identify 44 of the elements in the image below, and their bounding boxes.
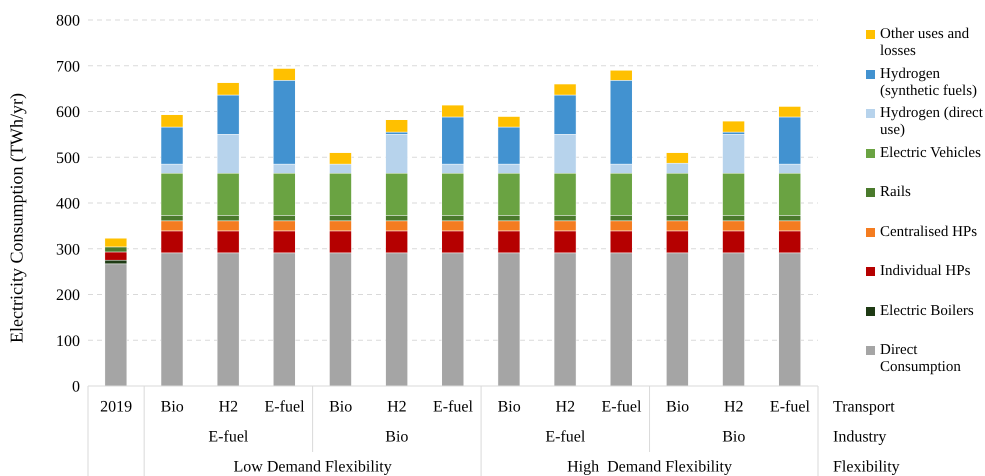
x-tick-label: Bio [160, 398, 184, 416]
bar [385, 119, 408, 132]
text: Flexibility [833, 458, 900, 476]
legend-label: Electric Boilers [880, 302, 974, 320]
y-axis-title: Electricity Consumption (TWh/yr) [6, 93, 26, 343]
x-tick-label: 2019 [100, 398, 132, 416]
x-tick-label: Bio [498, 398, 521, 416]
y-tick-label: 0 [72, 378, 80, 396]
legend-label: Hydrogen (synthetic fuels) [880, 66, 978, 100]
legend-label: Rails [880, 184, 911, 201]
x-tick-label: H2 [387, 398, 407, 416]
text: E-fuel [208, 428, 249, 446]
y-tick-label: 600 [56, 104, 80, 122]
y-tick-label: 700 [56, 58, 80, 76]
x-tick-label: Bio [329, 398, 352, 416]
text: Transport [833, 398, 896, 416]
y-tick-label: 400 [56, 196, 80, 213]
text: High Demand Flexibility [567, 458, 732, 476]
legend-label: Individual HPs [880, 263, 970, 280]
x-tick-label: E-fuel [601, 398, 642, 416]
legend-label: Centralised HPs [880, 224, 978, 240]
legend-label: Hydrogen (direct use) [880, 105, 984, 139]
bar [104, 264, 128, 386]
legend-label: Electric Vehicles [880, 144, 981, 162]
x-tick-label: Bio [666, 398, 690, 416]
x-tick-label: H2 [724, 398, 744, 416]
text: Industry [833, 428, 886, 446]
y-tick-label: 800 [56, 12, 80, 30]
y-tick-label: 500 [56, 150, 80, 167]
legend-label: Other uses and losses [880, 26, 970, 60]
y-tick-label: 200 [56, 287, 80, 304]
text: Bio [722, 428, 746, 446]
y-tick-label: 300 [56, 241, 80, 258]
text: Low Demand Flexibility [234, 458, 392, 476]
x-tick-label: E-fuel [433, 398, 474, 416]
x-tick-label: H2 [218, 398, 238, 416]
x-tick-label: E-fuel [770, 398, 810, 416]
legend-label: Direct Consumption [880, 342, 962, 376]
text: E-fuel [545, 428, 586, 446]
bar [722, 120, 745, 132]
y-tick-label: 100 [56, 332, 80, 350]
x-tick-label: H2 [556, 398, 576, 416]
x-tick-label: E-fuel [264, 398, 306, 416]
text: Bio [385, 428, 408, 446]
